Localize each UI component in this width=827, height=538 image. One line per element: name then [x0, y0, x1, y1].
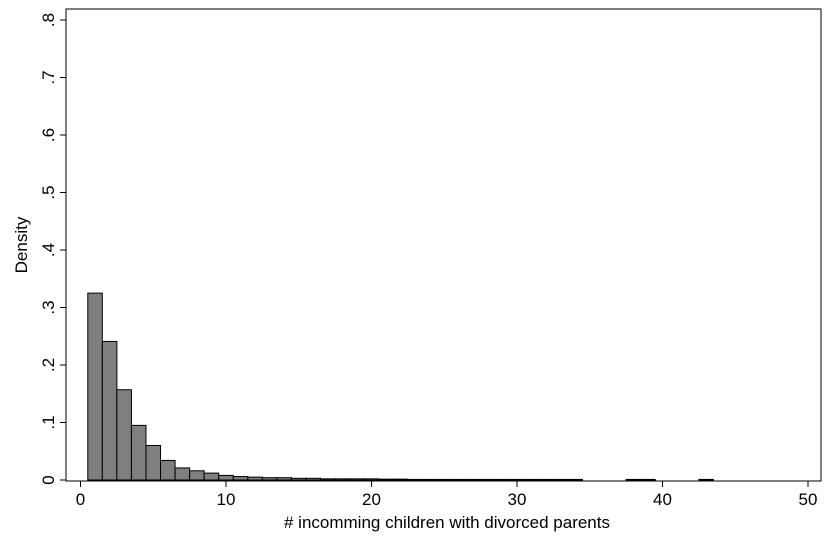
histogram-bar — [538, 478, 554, 481]
histogram-bar — [523, 478, 540, 481]
histogram-bar — [247, 476, 263, 481]
y-tick-label: .1 — [39, 415, 58, 429]
plot-frame — [65, 8, 822, 482]
y-tick-label: .6 — [39, 128, 58, 142]
histogram-bar — [451, 478, 467, 481]
bars-group — [87, 292, 714, 481]
histogram-bar — [174, 467, 191, 481]
y-axis-title: Density — [12, 216, 31, 273]
x-tick-label: 20 — [362, 490, 381, 509]
histogram-bar — [465, 478, 482, 481]
y-tick-label: .5 — [39, 185, 58, 199]
histogram-bar — [625, 478, 642, 481]
histogram-bar — [640, 478, 656, 481]
y-tick-label: .4 — [39, 243, 58, 257]
histogram-bar — [160, 459, 176, 481]
y-tick-label: 0 — [39, 475, 58, 484]
histogram-bar — [189, 470, 205, 481]
histogram-bar — [116, 389, 132, 481]
x-tick-label: 0 — [76, 490, 85, 509]
histogram-bar — [290, 477, 307, 481]
histogram-bar — [276, 477, 292, 481]
y-tick-label: .3 — [39, 300, 58, 314]
histogram-bar — [494, 478, 511, 481]
histogram-bar — [320, 478, 336, 481]
histogram-bar — [349, 478, 365, 481]
histogram-bar — [305, 477, 322, 481]
histogram-bar — [101, 340, 118, 481]
x-tick-label: 30 — [508, 490, 527, 509]
histogram-bar — [363, 478, 380, 481]
y-tick-label: .8 — [39, 13, 58, 27]
histogram-bar — [232, 476, 249, 481]
histogram-bar — [509, 478, 525, 481]
histogram-bar — [87, 292, 103, 481]
x-axis: 0 10 20 30 40 50 — [76, 481, 818, 509]
histogram-bar — [203, 472, 220, 481]
histogram-bar — [130, 424, 147, 481]
histogram-bar — [145, 445, 162, 481]
histogram-bar — [218, 474, 234, 481]
histogram-bar — [392, 478, 409, 481]
x-tick-label: 50 — [799, 490, 818, 509]
histogram-bar — [421, 478, 438, 481]
x-tick-label: 10 — [217, 490, 236, 509]
y-tick-label: .2 — [39, 358, 58, 372]
histogram-bar — [480, 478, 496, 481]
histogram-bar — [567, 478, 583, 481]
histogram-bar — [334, 478, 351, 481]
histogram-bar — [698, 478, 714, 481]
histogram-bar — [378, 478, 394, 481]
y-tick-label: .7 — [39, 70, 58, 84]
histogram-bar — [407, 478, 423, 481]
x-axis-title: # incomming children with divorced paren… — [284, 513, 610, 532]
y-axis: 0 .1 .2 .3 .4 .5 .6 .7 .8 — [39, 13, 66, 485]
histogram-bar — [552, 478, 569, 481]
histogram-bar — [261, 477, 278, 481]
x-tick-label: 40 — [653, 490, 672, 509]
histogram-bar — [436, 478, 453, 481]
